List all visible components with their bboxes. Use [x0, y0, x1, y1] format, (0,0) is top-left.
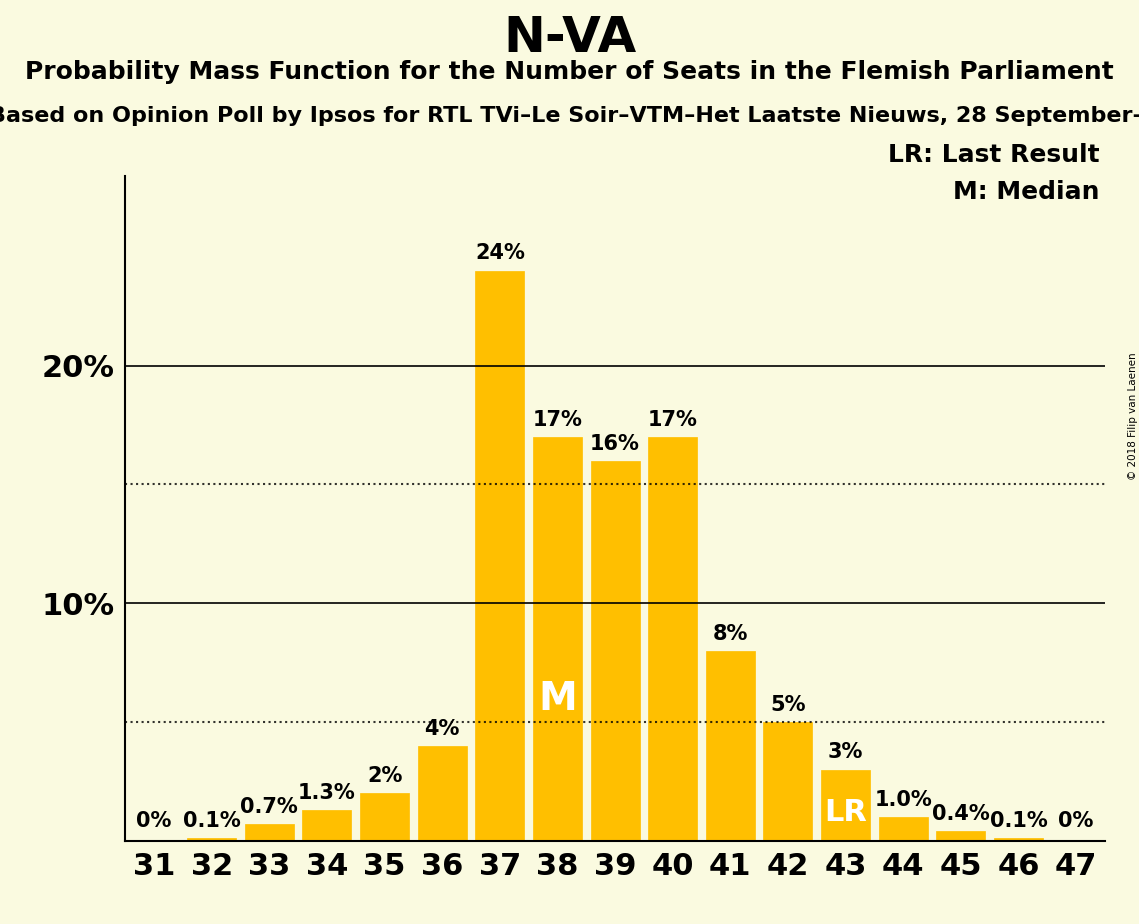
Text: 0.4%: 0.4% [932, 804, 990, 824]
Text: 17%: 17% [648, 409, 697, 430]
Bar [533, 437, 582, 841]
Text: M: Median: M: Median [952, 180, 1099, 204]
Bar [763, 722, 812, 841]
Bar [648, 437, 697, 841]
Bar [936, 832, 985, 841]
Text: 0%: 0% [137, 811, 172, 832]
Text: M: M [538, 680, 576, 719]
Text: 3%: 3% [828, 742, 863, 762]
Text: Based on Opinion Poll by Ipsos for RTL TVi–Le Soir–VTM–Het Laatste Nieuws, 28 Se: Based on Opinion Poll by Ipsos for RTL T… [0, 106, 1139, 127]
Bar [245, 824, 294, 841]
Text: LR: Last Result: LR: Last Result [887, 143, 1099, 167]
Bar [994, 838, 1043, 841]
Text: LR: LR [825, 797, 867, 827]
Text: 2%: 2% [367, 766, 402, 786]
Text: 0%: 0% [1058, 811, 1093, 832]
Bar [706, 650, 755, 841]
Bar [187, 838, 236, 841]
Bar [418, 746, 467, 841]
Text: 1.3%: 1.3% [298, 783, 355, 803]
Text: 0.1%: 0.1% [183, 811, 240, 832]
Text: 1.0%: 1.0% [875, 790, 932, 810]
Text: Probability Mass Function for the Number of Seats in the Flemish Parliament: Probability Mass Function for the Number… [25, 60, 1114, 84]
Bar [303, 810, 352, 841]
Bar [590, 461, 640, 841]
Bar [475, 271, 524, 841]
Bar [821, 770, 870, 841]
Text: N-VA: N-VA [503, 14, 636, 62]
Text: 16%: 16% [590, 433, 640, 454]
Text: 5%: 5% [770, 695, 805, 715]
Text: 24%: 24% [475, 243, 525, 263]
Text: 8%: 8% [713, 624, 748, 644]
Text: 17%: 17% [533, 409, 582, 430]
Text: 0.1%: 0.1% [990, 811, 1047, 832]
Text: 0.7%: 0.7% [240, 797, 298, 817]
Bar [878, 817, 927, 841]
Text: 4%: 4% [425, 719, 460, 738]
Text: © 2018 Filip van Laenen: © 2018 Filip van Laenen [1129, 352, 1138, 480]
Bar [360, 794, 409, 841]
